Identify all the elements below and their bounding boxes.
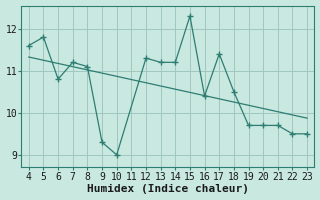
X-axis label: Humidex (Indice chaleur): Humidex (Indice chaleur) bbox=[87, 184, 249, 194]
